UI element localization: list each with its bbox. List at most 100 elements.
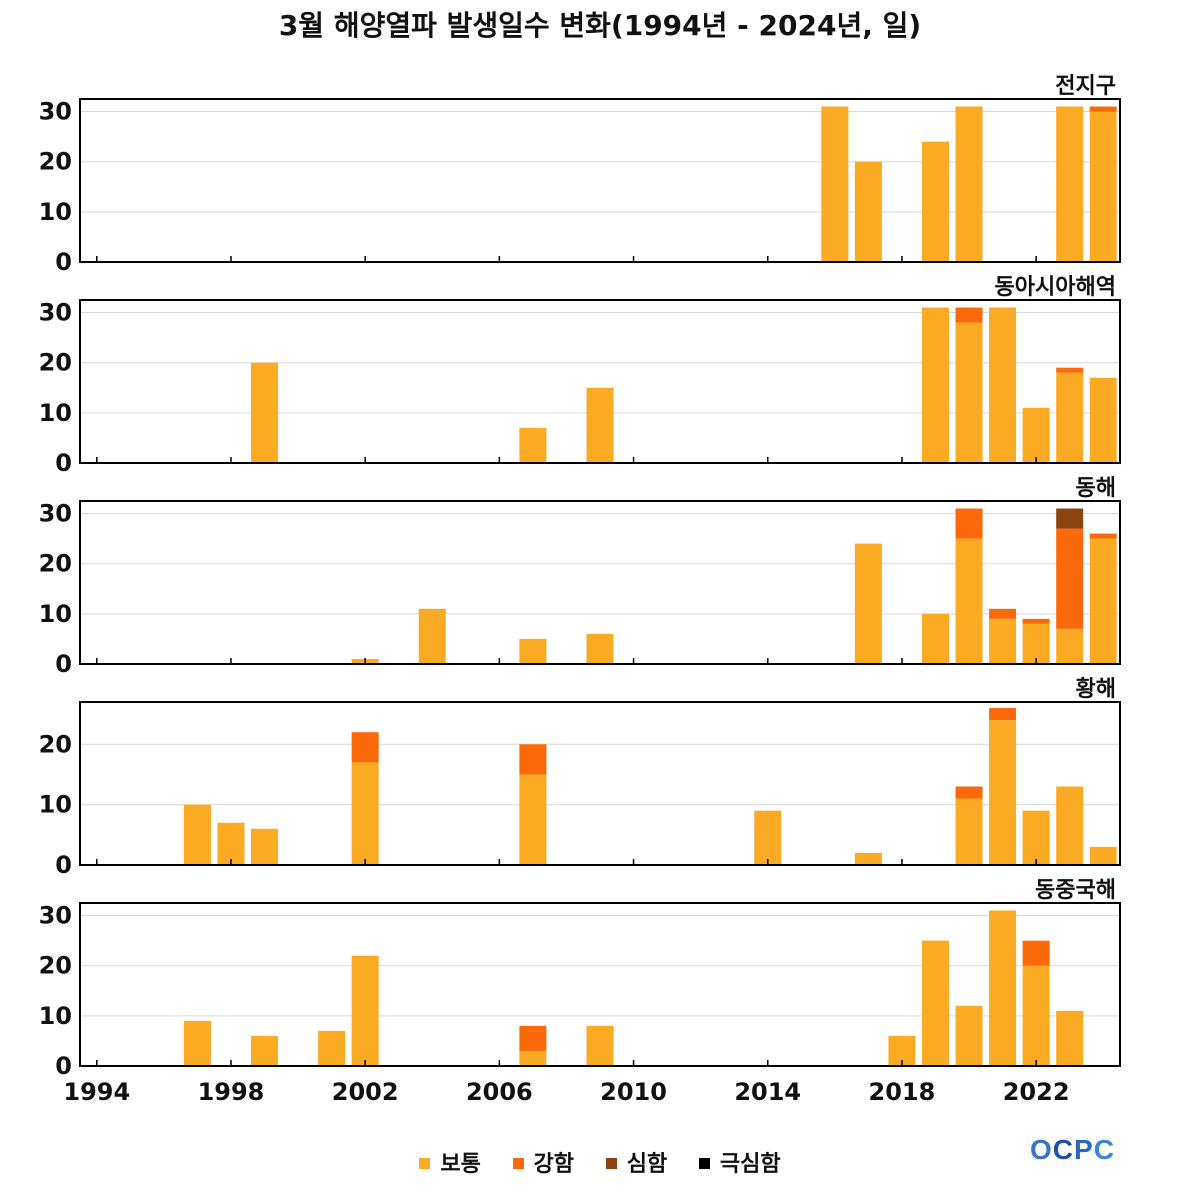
bar-normal-2021 [989,307,1017,463]
logo-letter: O [1030,1134,1053,1165]
panel-frame [79,299,1121,464]
bar-normal-2023 [1056,628,1084,664]
bar-normal-2019 [921,307,949,463]
y-tick-label: 30 [39,500,72,528]
bar-normal-2004 [418,608,446,664]
logo-letter: C [1093,1134,1115,1165]
panel-frame [79,701,1121,866]
bar-normal-2020 [955,322,983,463]
panel-4: 0 10 20 황해 [39,677,1121,879]
bar-strong-2024 [1089,106,1117,112]
legend-swatch-extreme [698,1157,710,1169]
x-tick-label: 2022 [1003,1078,1070,1106]
legend-item-extreme: 극심함 [698,1146,781,1178]
bar-strong-2007 [519,744,547,775]
y-tick-label: 10 [39,791,72,819]
bar-strong-2020 [955,786,983,799]
bar-normal-1999 [251,828,279,865]
bar-normal-1999 [251,1035,279,1066]
bar-normal-2017 [854,852,882,865]
bar-normal-2023 [1056,1010,1084,1066]
y-tick-label: 0 [55,449,72,477]
legend-item-strong: 강함 [512,1146,575,1178]
bar-normal-2019 [921,613,949,664]
bar-normal-2017 [854,543,882,664]
bar-normal-2020 [955,798,983,865]
x-tick-label: 1998 [198,1078,265,1106]
bar-normal-2001 [318,1030,346,1066]
panel-frame [79,98,1121,263]
legend-swatch-normal [419,1157,431,1169]
bar-normal-2020 [955,538,983,664]
bar-normal-2019 [921,940,949,1066]
y-tick-label: 20 [39,349,72,377]
bar-strong-2024 [1089,533,1117,539]
x-tick-label: 1994 [63,1078,130,1106]
x-tick-label: 2014 [734,1078,801,1106]
y-tick-label: 0 [55,851,72,879]
bar-normal-2009 [586,387,614,463]
bar-strong-2022 [1022,940,1050,966]
panel-name: 황해 [1076,677,1116,702]
y-tick-label: 30 [39,98,72,126]
bar-normal-1998 [217,822,245,865]
y-tick-label: 20 [39,550,72,578]
panel-name: 동해 [1076,476,1116,501]
panel-1: 0 10 20 30 전지구 [39,74,1121,276]
panel-name: 동아시아해역 [995,275,1116,300]
y-tick-label: 10 [39,198,72,226]
x-tick-label: 2002 [332,1078,399,1106]
bar-normal-2021 [989,618,1017,664]
bar-normal-2022 [1022,407,1050,463]
legend-label-severe: 심함 [626,1152,668,1177]
bar-strong-2023 [1056,528,1084,629]
bar-normal-2020 [955,1005,983,1066]
bar-strong-2021 [989,608,1017,619]
x-tick-label: 2010 [600,1078,667,1106]
ocpc-logo: OCPC [1030,1134,1115,1166]
bar-normal-2016 [821,106,849,263]
bar-normal-2023 [1056,106,1084,263]
bar-normal-2021 [989,910,1017,1066]
bar-severe-2023 [1056,508,1084,529]
y-tick-label: 0 [55,1052,72,1080]
y-tick-label: 20 [39,148,72,176]
legend-label-strong: 강함 [533,1152,575,1177]
bar-normal-2009 [586,1025,614,1066]
logo-letter: C [1052,1134,1075,1165]
panel-frame [79,500,1121,665]
legend: 보통 강함 심함 극심함 [0,1146,1200,1178]
bar-normal-2017 [854,161,882,262]
bar-normal-2007 [519,774,547,865]
y-tick-label: 20 [39,730,72,758]
y-tick-label: 20 [39,952,72,980]
bar-normal-2009 [586,633,614,664]
bar-normal-2022 [1022,810,1050,865]
bar-normal-2002 [351,955,379,1066]
x-tick-label: 2006 [466,1078,533,1106]
legend-item-severe: 심함 [605,1146,668,1178]
bar-strong-2021 [989,708,1017,721]
y-tick-label: 30 [39,902,72,930]
bar-normal-2023 [1056,372,1084,463]
bar-normal-2022 [1022,623,1050,664]
bar-normal-1997 [183,1020,211,1066]
panel-name: 동중국해 [1035,878,1116,903]
bar-normal-2002 [351,762,379,865]
y-tick-label: 30 [39,299,72,327]
panel-5: 0 10 20 30 동중국해 [39,878,1121,1080]
y-tick-label: 0 [55,650,72,678]
bar-normal-1997 [183,804,211,865]
bar-strong-2020 [955,508,983,539]
legend-swatch-severe [605,1157,617,1169]
bar-strong-2002 [351,732,379,763]
bar-normal-2021 [989,720,1017,865]
bar-strong-2007 [519,1025,547,1051]
bar-normal-2019 [921,141,949,262]
bar-strong-2020 [955,307,983,323]
legend-swatch-strong [512,1157,524,1169]
bar-normal-2007 [519,1050,547,1066]
bar-normal-2024 [1089,377,1117,463]
bar-strong-2023 [1056,367,1084,373]
